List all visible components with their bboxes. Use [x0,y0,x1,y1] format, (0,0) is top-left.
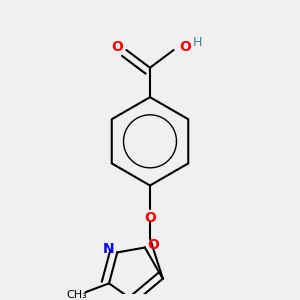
Text: O: O [179,40,191,54]
Text: H: H [192,36,202,49]
Text: O: O [144,211,156,225]
Text: N: N [103,242,114,256]
Text: O: O [112,40,124,54]
Text: CH₃: CH₃ [66,290,87,300]
Text: O: O [148,238,160,252]
